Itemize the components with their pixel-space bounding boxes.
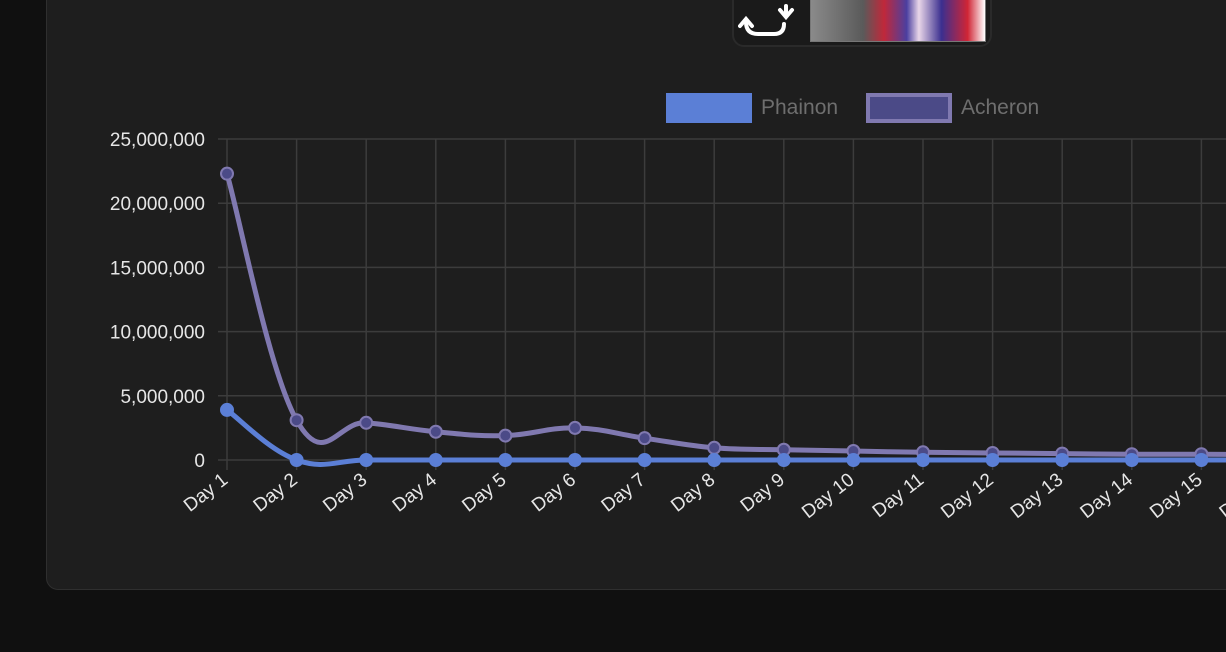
x-tick-label: Day 11 (869, 469, 928, 522)
x-tick-label: Day 5 (458, 469, 510, 516)
data-point-phainon (1124, 453, 1139, 467)
data-point-phainon (916, 453, 930, 467)
character-widget[interactable] (732, 0, 992, 47)
data-point-phainon (428, 453, 443, 467)
x-tick-label: Day 10 (798, 469, 858, 523)
series-line-phainon (225, 407, 1226, 467)
data-point-acheron (498, 428, 513, 443)
x-tick-label: Day 1 (180, 469, 232, 516)
y-tick-label: 0 (194, 451, 205, 472)
data-point-phainon (1055, 453, 1070, 467)
data-point-acheron (707, 440, 722, 455)
x-tick-label: Day 4 (389, 469, 441, 516)
data-point-phainon (846, 453, 861, 467)
data-point-phainon (637, 453, 652, 467)
x-tick-label: Day 3 (319, 469, 371, 516)
x-tick-label: Day 9 (737, 469, 789, 516)
x-tick-label: Day 15 (1146, 469, 1206, 523)
data-point-acheron (359, 415, 374, 430)
legend-label-phainon: Phainon (761, 96, 838, 119)
x-tick-label: Day 8 (667, 469, 719, 516)
x-tick-label: Day 6 (528, 469, 580, 516)
legend-swatch-phainon (666, 93, 752, 123)
data-point-acheron (637, 431, 652, 446)
character-portrait[interactable] (810, 0, 986, 42)
y-tick-label: 25,000,000 (110, 130, 205, 151)
data-point-phainon (1194, 453, 1209, 467)
x-tick-label: Day 12 (937, 469, 997, 523)
x-tick-label: Day 14 (1077, 469, 1138, 523)
x-tick-label: Day 7 (598, 469, 650, 516)
data-point-phainon (359, 453, 374, 467)
data-point-phainon (776, 453, 791, 467)
data-point-acheron (289, 413, 304, 428)
data-point-phainon (707, 453, 722, 467)
x-tick-label: Day 2 (250, 469, 302, 516)
data-point-phainon (568, 453, 582, 467)
data-point-acheron (428, 424, 443, 439)
data-point-phainon (289, 453, 304, 467)
legend-label-acheron: Acheron (961, 96, 1039, 119)
data-point-phainon (220, 402, 234, 417)
chart-card (46, 0, 1226, 590)
legend-swatch-acheron (866, 93, 952, 123)
swap-arrows-icon[interactable] (738, 0, 804, 36)
x-tick-label: Day 13 (1007, 469, 1067, 523)
data-point-phainon (985, 453, 1000, 467)
y-tick-label: 15,000,000 (110, 258, 205, 279)
y-tick-label: 5,000,000 (120, 387, 205, 408)
data-point-acheron (568, 420, 582, 435)
y-tick-label: 10,000,000 (110, 323, 205, 344)
y-tick-label: 20,000,000 (110, 194, 205, 215)
data-point-phainon (498, 453, 513, 467)
data-point-acheron (220, 166, 234, 181)
series-line-acheron (224, 172, 1226, 457)
x-tick-label: Day 16 (1216, 469, 1226, 523)
